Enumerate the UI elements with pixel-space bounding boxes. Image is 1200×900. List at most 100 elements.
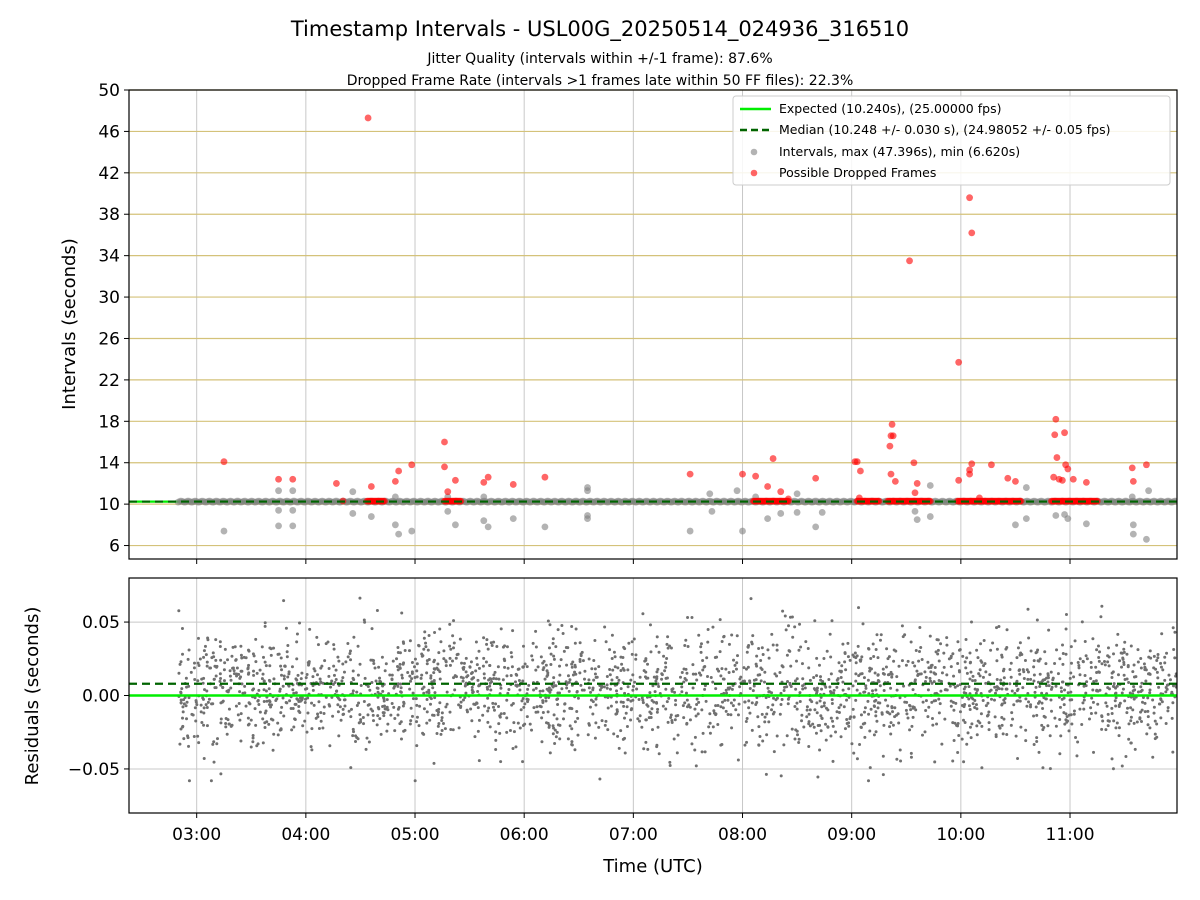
residual-point xyxy=(675,751,679,755)
interval-point xyxy=(655,498,663,505)
residual-point xyxy=(771,703,775,707)
residual-point xyxy=(407,649,411,653)
residual-point xyxy=(514,745,518,749)
interval-point xyxy=(318,497,326,505)
dropped-frame-point xyxy=(541,473,549,481)
residual-point xyxy=(804,640,808,644)
residual-point xyxy=(1034,685,1038,689)
residual-point xyxy=(638,719,642,723)
residual-point xyxy=(324,642,328,646)
residual-point xyxy=(895,675,899,679)
residual-point xyxy=(410,661,414,665)
residual-point xyxy=(352,730,356,734)
residual-point xyxy=(801,677,805,681)
residual-point xyxy=(612,650,616,654)
residual-point xyxy=(239,675,243,679)
residual-point xyxy=(1082,698,1086,702)
residual-point xyxy=(554,645,558,649)
residual-point xyxy=(621,656,625,660)
residual-point xyxy=(427,658,431,662)
residual-point xyxy=(1171,750,1175,754)
interval-point xyxy=(811,497,819,505)
residual-point xyxy=(492,640,496,644)
interval-point xyxy=(563,498,571,505)
dropped-frame-point xyxy=(1129,477,1137,485)
residual-point xyxy=(593,639,597,643)
residual-point xyxy=(438,670,442,674)
interval-point xyxy=(289,522,297,530)
interval-point xyxy=(627,497,635,505)
residual-point xyxy=(367,703,371,707)
interval-point xyxy=(486,498,494,505)
residual-point xyxy=(872,733,876,737)
residual-point xyxy=(619,729,623,733)
interval-point xyxy=(1136,497,1144,505)
residual-point xyxy=(720,640,724,644)
residual-point xyxy=(542,659,546,663)
residual-point xyxy=(1046,680,1050,684)
residual-point xyxy=(448,710,452,714)
residual-point xyxy=(1127,737,1131,741)
residual-point xyxy=(822,701,826,705)
residual-point xyxy=(766,686,770,690)
residual-point xyxy=(486,709,490,713)
residual-point xyxy=(641,698,645,702)
residual-point xyxy=(995,688,999,692)
residual-point xyxy=(573,641,577,645)
residual-point xyxy=(739,675,743,679)
residual-point xyxy=(937,697,941,701)
residual-point xyxy=(427,690,431,694)
residual-point xyxy=(422,647,426,651)
residual-point xyxy=(805,705,809,709)
residual-point xyxy=(534,668,538,672)
residual-point xyxy=(1106,660,1110,664)
residual-point xyxy=(252,673,256,677)
residual-point xyxy=(375,723,379,727)
residual-point xyxy=(761,653,765,657)
residual-point xyxy=(284,700,288,704)
interval-point xyxy=(1022,484,1030,491)
residual-point xyxy=(1171,626,1175,630)
dropped-frame-point xyxy=(955,476,963,484)
residual-point xyxy=(545,687,549,691)
residual-point xyxy=(420,673,424,677)
residual-point xyxy=(995,678,999,682)
residual-point xyxy=(460,661,464,665)
residual-point xyxy=(540,716,544,720)
residual-point xyxy=(499,627,503,631)
residual-point xyxy=(978,674,982,678)
residual-point xyxy=(843,727,847,731)
residual-point xyxy=(928,676,932,680)
residual-point xyxy=(578,641,582,645)
residual-point xyxy=(757,646,761,650)
residual-point xyxy=(205,660,209,664)
residual-point xyxy=(1072,712,1076,716)
residual-point xyxy=(820,705,824,709)
residual-point xyxy=(239,644,243,648)
residual-point xyxy=(604,719,608,723)
residual-point xyxy=(1035,618,1039,622)
residual-point xyxy=(1040,701,1044,705)
residual-point xyxy=(490,643,494,647)
residual-point xyxy=(435,709,439,713)
legend-box xyxy=(732,95,1171,186)
residual-point xyxy=(620,662,624,666)
interval-point xyxy=(1031,497,1039,505)
residual-point xyxy=(1075,754,1079,758)
residual-point xyxy=(549,662,553,666)
residual-point xyxy=(1016,646,1020,650)
residual-point xyxy=(694,714,698,718)
interval-point xyxy=(799,498,807,505)
residual-point xyxy=(477,649,481,653)
residual-point xyxy=(461,676,465,680)
residual-point xyxy=(1145,732,1149,736)
residual-point xyxy=(281,684,285,688)
dropped-frame-point xyxy=(739,470,746,478)
residual-point xyxy=(930,681,934,685)
residual-point xyxy=(1097,655,1101,659)
interval-point xyxy=(177,497,185,505)
residual-point xyxy=(1157,685,1161,689)
interval-point xyxy=(432,497,440,505)
residual-point xyxy=(913,664,917,668)
residual-point xyxy=(808,708,812,712)
